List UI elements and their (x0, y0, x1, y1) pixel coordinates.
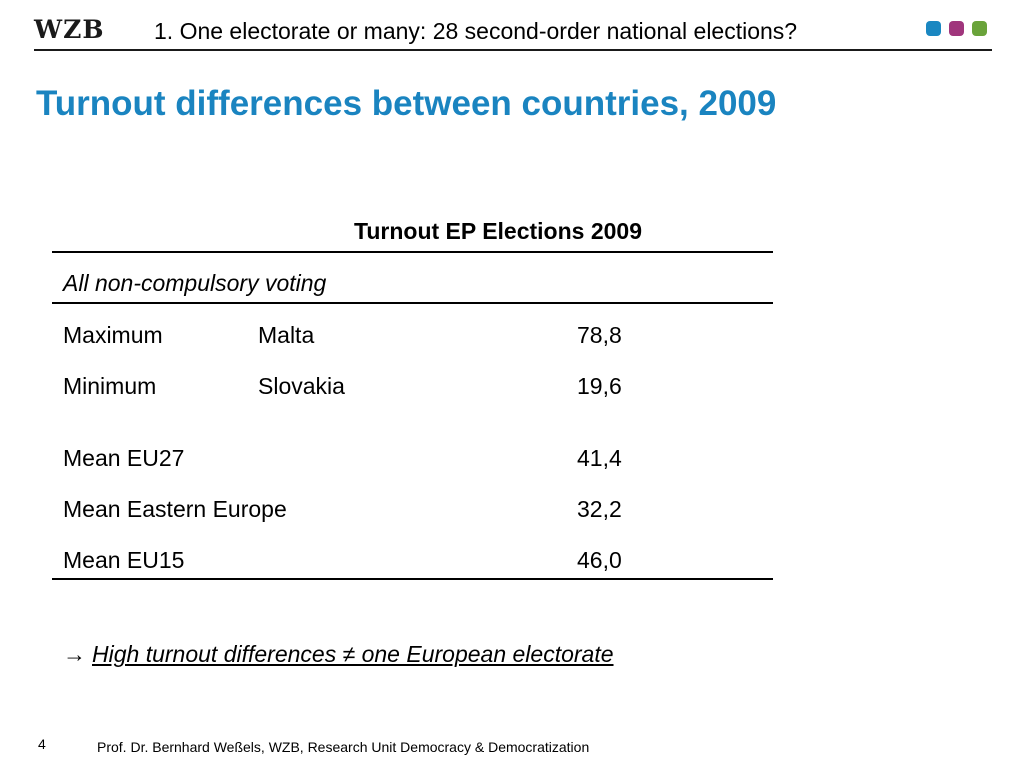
brand-dots (926, 21, 987, 36)
table-bottom-rule (52, 578, 773, 580)
conclusion-text: High turnout differences ≠ one European … (92, 641, 614, 667)
slide-title: Turnout differences between countries, 2… (36, 84, 777, 123)
table-section-rule (52, 302, 773, 304)
row-label: Mean Eastern Europe (63, 496, 287, 522)
page-number: 4 (38, 736, 46, 752)
wzb-logo: WZB (34, 15, 105, 44)
table-top-rule (52, 251, 773, 253)
row-value: 78,8 (577, 322, 622, 348)
green-dot-icon (972, 21, 987, 36)
row-value: 41,4 (577, 445, 622, 471)
blue-dot-icon (926, 21, 941, 36)
table-section-label: All non-compulsory voting (63, 270, 327, 296)
footer-credit: Prof. Dr. Bernhard Weßels, WZB, Research… (97, 739, 590, 755)
row-label: Mean EU15 (63, 547, 185, 573)
row-label: Mean EU27 (63, 445, 185, 471)
row-value: 46,0 (577, 547, 622, 573)
table-column-header: Turnout EP Elections 2009 (354, 218, 643, 244)
row-value: 19,6 (577, 373, 622, 399)
row-country: Malta (258, 322, 315, 348)
row-label: Minimum (63, 373, 157, 399)
row-country: Slovakia (258, 373, 345, 399)
purple-dot-icon (949, 21, 964, 36)
arrow-right-icon: → (63, 641, 86, 667)
row-value: 32,2 (577, 496, 622, 522)
header-divider (34, 49, 992, 51)
row-label: Maximum (63, 322, 163, 348)
conclusion: → High turnout differences ≠ one European… (63, 641, 614, 668)
header-title: 1. One electorate or many: 28 second-ord… (154, 18, 798, 44)
